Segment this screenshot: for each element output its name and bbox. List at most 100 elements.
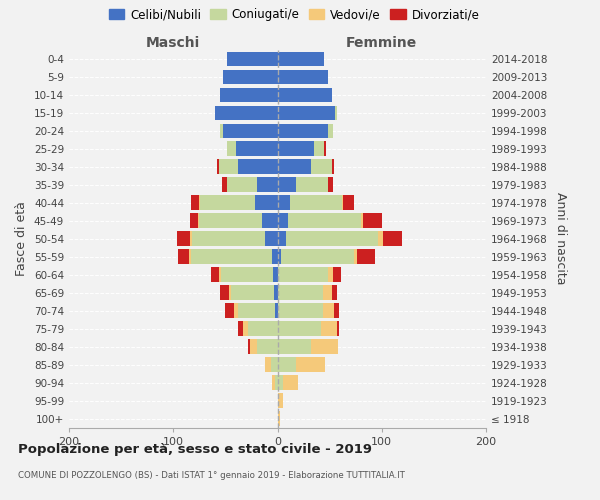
Bar [211,268,219,282]
Bar [223,124,277,138]
Bar [229,286,230,300]
Bar [199,214,262,228]
Bar [248,339,250,354]
Bar [277,214,288,228]
Bar [222,178,227,192]
Bar [277,268,328,282]
Bar [288,214,361,228]
Bar [238,322,243,336]
Bar [363,214,382,228]
Bar [277,70,328,84]
Bar [227,52,277,66]
Bar [220,124,223,138]
Y-axis label: Fasce di età: Fasce di età [16,202,28,276]
Bar [221,268,274,282]
Text: Femmine: Femmine [346,36,418,50]
Bar [383,232,401,246]
Bar [277,339,311,354]
Bar [277,196,290,210]
Bar [323,304,334,318]
Bar [265,357,271,372]
Bar [190,232,192,246]
Bar [277,88,332,102]
Bar [199,196,200,210]
Bar [343,196,353,210]
Bar [277,286,323,300]
Bar [296,357,325,372]
Bar [271,357,277,372]
Bar [178,250,189,264]
Bar [277,375,283,390]
Bar [226,304,234,318]
Bar [257,339,277,354]
Bar [190,214,198,228]
Bar [272,375,275,390]
Bar [217,160,219,174]
Bar [250,339,257,354]
Bar [286,232,377,246]
Bar [277,160,311,174]
Bar [220,286,229,300]
Bar [215,106,277,120]
Bar [321,322,337,336]
Bar [277,232,286,246]
Bar [277,250,281,264]
Bar [353,250,357,264]
Bar [219,268,221,282]
Bar [325,142,326,156]
Bar [227,142,236,156]
Bar [314,142,325,156]
Bar [277,304,323,318]
Bar [335,106,337,120]
Bar [277,52,325,66]
Bar [311,339,338,354]
Bar [198,214,199,228]
Bar [192,232,265,246]
Bar [243,322,248,336]
Bar [281,250,353,264]
Bar [234,304,238,318]
Bar [323,286,332,300]
Bar [328,124,333,138]
Bar [178,232,190,246]
Bar [274,268,277,282]
Bar [191,250,272,264]
Bar [342,196,343,210]
Bar [275,375,277,390]
Bar [337,322,339,336]
Bar [277,106,335,120]
Bar [333,268,341,282]
Bar [275,304,277,318]
Bar [332,160,334,174]
Bar [334,304,339,318]
Bar [277,357,296,372]
Text: COMUNE DI POZZOLENGO (BS) - Dati ISTAT 1° gennaio 2019 - Elaborazione TUTTITALIA: COMUNE DI POZZOLENGO (BS) - Dati ISTAT 1… [18,471,405,480]
Bar [296,178,328,192]
Bar [265,232,277,246]
Bar [290,196,342,210]
Bar [361,214,363,228]
Bar [200,196,254,210]
Text: Maschi: Maschi [146,36,200,50]
Bar [248,322,277,336]
Bar [238,304,275,318]
Bar [277,411,280,426]
Bar [357,250,376,264]
Bar [272,250,277,264]
Bar [257,178,277,192]
Bar [377,232,383,246]
Text: Popolazione per età, sesso e stato civile - 2019: Popolazione per età, sesso e stato civil… [18,442,372,456]
Bar [332,286,337,300]
Bar [311,160,332,174]
Bar [328,178,333,192]
Bar [220,88,277,102]
Bar [274,286,277,300]
Bar [254,196,277,210]
Bar [283,375,298,390]
Y-axis label: Anni di nascita: Anni di nascita [554,192,567,285]
Bar [277,178,296,192]
Bar [277,124,328,138]
Bar [227,178,257,192]
Bar [277,393,283,408]
Bar [191,196,199,210]
